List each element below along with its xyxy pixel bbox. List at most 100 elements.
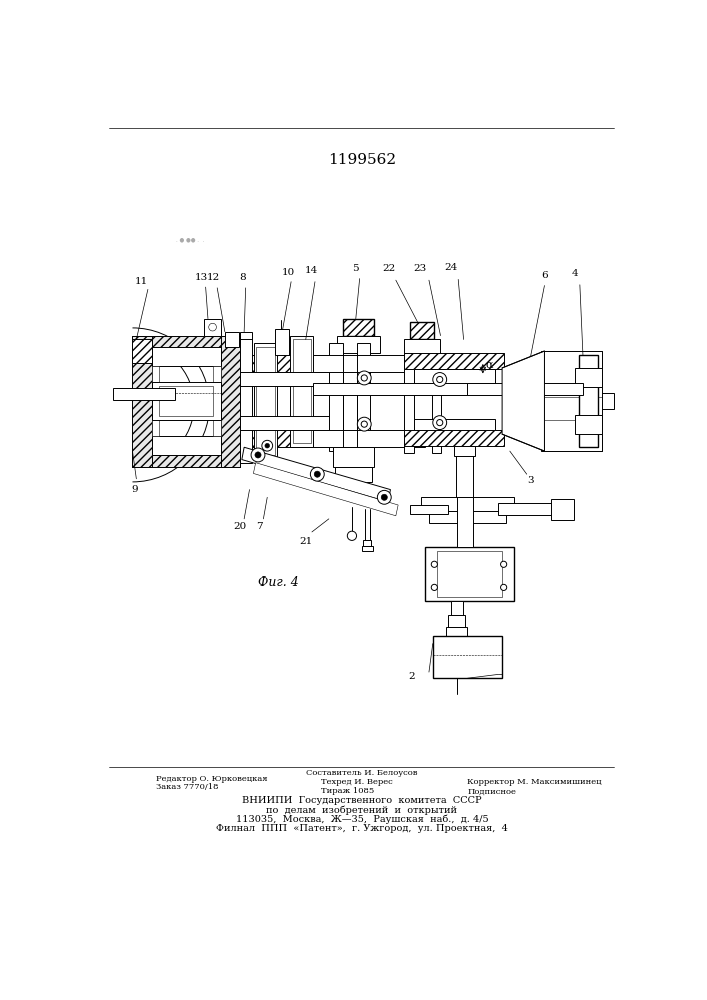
Text: Составитель И. Белоусов: Составитель И. Белоусов (306, 769, 418, 777)
Bar (313, 355, 425, 372)
Text: 13: 13 (195, 273, 209, 282)
Bar (356, 343, 370, 451)
Text: Заказ 7770/18: Заказ 7770/18 (156, 783, 218, 791)
Bar (221, 336, 240, 466)
Bar (409, 322, 434, 339)
Polygon shape (253, 463, 398, 516)
Text: 22: 22 (382, 264, 395, 273)
Circle shape (314, 471, 320, 477)
Text: 14: 14 (305, 266, 319, 275)
Text: 1199562: 1199562 (328, 153, 396, 167)
Circle shape (361, 421, 368, 427)
Bar (575, 415, 602, 434)
Bar (152, 347, 221, 366)
Bar (498, 503, 560, 515)
Circle shape (431, 584, 438, 590)
Circle shape (347, 531, 356, 540)
Text: 2: 2 (409, 672, 415, 681)
Bar (152, 382, 221, 420)
Polygon shape (502, 351, 544, 451)
Polygon shape (132, 455, 240, 466)
Bar (448, 615, 465, 627)
Polygon shape (132, 336, 240, 347)
Bar (240, 430, 340, 447)
Bar (362, 546, 373, 551)
Bar (363, 540, 371, 546)
Bar (225, 332, 239, 347)
Text: 7: 7 (256, 522, 263, 531)
Circle shape (255, 452, 261, 458)
Bar (404, 430, 504, 446)
Bar (152, 366, 160, 436)
Bar (404, 353, 504, 369)
Bar (414, 419, 495, 430)
Bar (437, 551, 502, 597)
Circle shape (310, 467, 325, 481)
Bar (313, 383, 467, 395)
Bar (502, 393, 614, 409)
Bar (454, 446, 475, 456)
Bar (240, 372, 340, 386)
Bar (275, 329, 288, 355)
Circle shape (501, 584, 507, 590)
Bar (404, 353, 414, 453)
Bar (240, 332, 252, 463)
Bar (204, 319, 221, 336)
Circle shape (265, 443, 269, 448)
Circle shape (433, 373, 447, 386)
Circle shape (431, 561, 438, 567)
Bar (113, 388, 175, 400)
Text: 12: 12 (206, 273, 220, 282)
Text: 11: 11 (135, 277, 148, 286)
Circle shape (381, 494, 387, 500)
Bar (337, 336, 380, 353)
Bar (240, 355, 340, 372)
Text: . ● ●● .  .: . ● ●● . . (176, 238, 204, 243)
Text: Редактор О. Юрковецкая: Редактор О. Юрковецкая (156, 775, 267, 783)
Bar (551, 499, 573, 520)
Text: 4: 4 (572, 269, 578, 278)
Text: 6: 6 (541, 271, 548, 280)
Text: α: α (485, 360, 493, 370)
Text: 21: 21 (299, 537, 312, 546)
Bar (329, 343, 343, 451)
Circle shape (378, 490, 391, 504)
Bar (541, 434, 602, 451)
Bar (421, 497, 514, 511)
Bar (541, 351, 602, 368)
Bar (152, 436, 221, 455)
Bar (446, 627, 467, 636)
Text: 8: 8 (239, 273, 246, 282)
Bar (429, 511, 506, 523)
Circle shape (501, 561, 507, 567)
Bar (575, 368, 602, 387)
Text: Тираж 1085: Тираж 1085 (321, 787, 375, 795)
Circle shape (433, 416, 447, 430)
Bar (457, 497, 473, 547)
Circle shape (437, 376, 443, 383)
Text: Фиг. 4: Фиг. 4 (259, 576, 299, 588)
Bar (257, 347, 275, 455)
Text: Подписное: Подписное (467, 787, 516, 795)
Circle shape (251, 448, 265, 462)
Bar (132, 339, 152, 363)
Bar (414, 383, 583, 395)
Bar (293, 339, 311, 443)
Bar (334, 447, 373, 466)
Text: Филнал  ППП  «Патент»,  г. Ужгород,  ул. Проектная,  4: Филнал ППП «Патент», г. Ужгород, ул. Про… (216, 824, 508, 833)
Bar (291, 336, 313, 447)
Bar (240, 416, 340, 430)
Circle shape (437, 420, 443, 426)
Circle shape (357, 417, 371, 431)
Bar (414, 369, 495, 383)
Bar (425, 547, 514, 601)
Text: по  делам  изобретений  и  открытий: по делам изобретений и открытий (267, 805, 457, 815)
Text: Корректор М. Максимишинец: Корректор М. Максимишинец (467, 778, 602, 786)
Bar (433, 636, 502, 678)
Bar (409, 505, 448, 514)
Text: 113035,  Москва,  Ж—35,  Раушская  наб.,  д. 4/5: 113035, Москва, Ж—35, Раушская наб., д. … (235, 814, 489, 824)
Bar (335, 466, 372, 482)
Text: 3: 3 (527, 476, 534, 485)
Text: 24: 24 (444, 263, 457, 272)
Circle shape (361, 375, 368, 381)
